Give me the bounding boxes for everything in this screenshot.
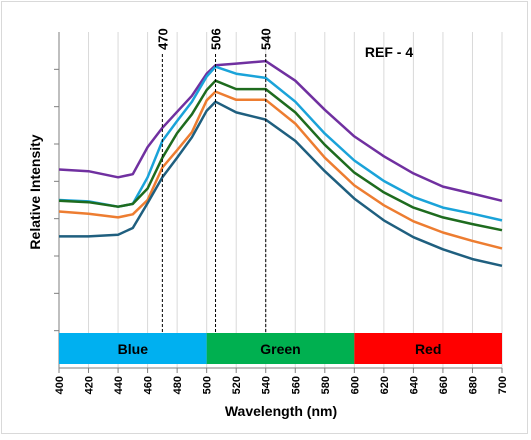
x-tick-label: 480 [172,376,184,394]
x-axis-label: Wavelength (nm) [225,403,337,419]
series-line-1 [58,59,503,203]
wavelength-bands: Blue Green Red [59,333,502,364]
series-line-5 [59,100,503,268]
x-tick-label: 420 [84,376,96,394]
band-label-red: Red [415,341,441,357]
reference-label-506: 506 [209,28,224,50]
x-tick-label: 660 [438,376,450,394]
band-green [206,333,355,364]
series-line-2 [58,65,503,222]
x-tick-label: 700 [497,376,509,394]
x-tick-label: 500 [202,376,214,394]
axes [58,32,502,369]
series-line-3 [58,79,503,232]
reference-lines: 470 506 540 [155,28,274,333]
series-lines [58,59,503,268]
x-tick-label: 620 [379,376,391,394]
y-axis-label: Relative Intensity [27,134,43,249]
band-red [354,333,502,364]
x-tick-label: 560 [290,376,302,394]
chart-title: REF - 4 [365,44,413,60]
band-blue [59,333,207,364]
x-tick-label: 680 [467,376,479,394]
chart-frame: 400 420 440 460 480 500 520 540 560 580 600 620 640 6… [1,1,528,434]
x-tick-label: 400 [54,376,66,394]
y-ticks [54,68,59,332]
x-ticks: 400 420 440 460 480 500 520 540 560 580 600 620 640 6… [54,368,509,394]
line-chart: 400 420 440 460 480 500 520 540 560 580 600 620 640 6… [27,28,509,419]
x-tick-label: 520 [231,376,243,394]
x-tick-label: 440 [113,376,125,394]
x-tick-label: 540 [261,376,273,394]
band-label-blue: Blue [118,341,149,357]
reference-label-540: 540 [259,28,274,50]
series-line-4 [58,90,503,250]
x-tick-label: 600 [349,376,361,394]
x-tick-label: 460 [143,376,155,394]
band-label-green: Green [260,341,300,357]
x-tick-label: 640 [408,376,420,394]
reference-label-470: 470 [155,28,170,50]
x-tick-label: 580 [320,376,332,394]
